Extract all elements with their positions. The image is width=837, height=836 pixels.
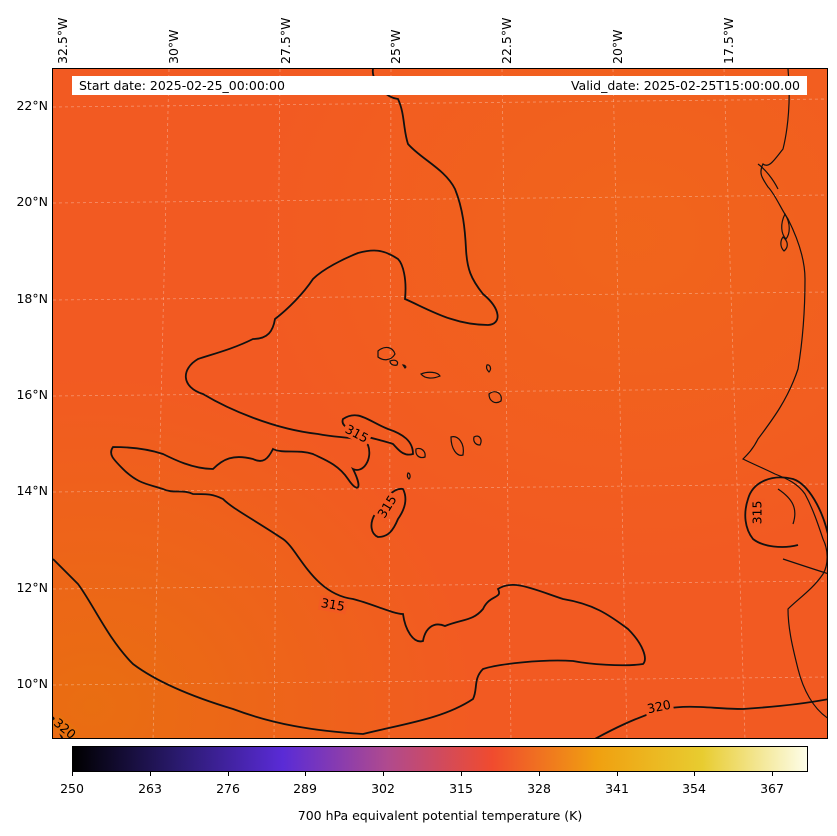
- lon-label-20w: 20°W: [610, 29, 625, 64]
- contour-315-east: [744, 476, 827, 548]
- field-warm-northeast: [53, 69, 827, 738]
- lat-label-18n: 18°N: [16, 291, 48, 306]
- colorbar-tick: [539, 772, 540, 776]
- colorbar-tick: [461, 772, 462, 776]
- coastline-africa-inlet-2: [781, 212, 790, 240]
- lat-label-14n: 14°N: [16, 483, 48, 498]
- colorbar-tick: [72, 772, 73, 776]
- lon-label-22-5w: 22.5°W: [499, 17, 514, 64]
- colorbar-tick: [772, 772, 773, 776]
- colorbar-label-354: 354: [682, 781, 706, 796]
- map-panel[interactable]: 315 315 315 315 320 320: [52, 68, 828, 739]
- island-sao-nicolau: [420, 371, 441, 379]
- lat-label-22n: 22°N: [16, 98, 48, 113]
- colorbar-label-328: 328: [527, 781, 551, 796]
- colorbar-label-341: 341: [605, 781, 629, 796]
- coastline-africa: [741, 69, 827, 719]
- lon-label-32-5w: 32.5°W: [55, 17, 70, 64]
- island-sal: [485, 364, 492, 373]
- colorbar-tick: [150, 772, 151, 776]
- lon-label-17-5w: 17.5°W: [721, 17, 736, 64]
- cape-verde-islands: [377, 346, 502, 480]
- colorbar-title: 700 hPa equivalent potential temperature…: [297, 808, 583, 823]
- info-bar: Start date: 2025-02-25_00:00:00 Valid_da…: [72, 76, 807, 95]
- map-canvas: [53, 69, 827, 738]
- grid-lon-20: [612, 69, 628, 738]
- grid-lon-30: [152, 69, 170, 738]
- island-santiago: [450, 436, 464, 456]
- colorbar-label-367: 367: [760, 781, 784, 796]
- island-santo-antao: [377, 346, 396, 361]
- coastline: [741, 69, 827, 719]
- coastline-africa-inlet-1: [757, 163, 779, 190]
- lat-label-10n: 10°N: [16, 676, 48, 691]
- island-maio: [473, 435, 482, 446]
- colorbar: [72, 746, 808, 772]
- grid-lon-25: [388, 69, 392, 738]
- colorbar-tick: [383, 772, 384, 776]
- lon-label-30w: 30°W: [166, 29, 181, 64]
- colorbar-label-276: 276: [216, 781, 240, 796]
- lon-label-25w: 25°W: [388, 29, 403, 64]
- lon-label-27-5w: 27.5°W: [278, 17, 293, 64]
- colorbar-tick: [694, 772, 695, 776]
- lat-label-16n: 16°N: [16, 387, 48, 402]
- grid-lon-22-5: [501, 69, 512, 738]
- island-sao-vicente: [389, 359, 399, 366]
- colorbar-label-289: 289: [293, 781, 317, 796]
- colorbar-label-315: 315: [449, 781, 473, 796]
- colorbar-label-263: 263: [138, 781, 162, 796]
- colorbar-label-302: 302: [371, 781, 395, 796]
- gridlines: [53, 69, 827, 738]
- island-boa-vista: [488, 391, 502, 404]
- contour-315-north-lobe: [53, 69, 646, 735]
- grid-lon-27-5: [273, 69, 281, 738]
- coastline-senegal-estuary: [777, 488, 796, 525]
- coastline-africa-inlet-3: [780, 236, 788, 252]
- valid-date-label: Valid_date: 2025-02-25T15:00:00.00: [570, 78, 800, 93]
- colorbar-tick: [305, 772, 306, 776]
- island-fogo: [415, 447, 426, 459]
- colorbar-tick: [228, 772, 229, 776]
- colorbar-tick: [617, 772, 618, 776]
- colorbar-label-250: 250: [60, 781, 84, 796]
- lat-label-12n: 12°N: [16, 580, 48, 595]
- contour-label-315-d: 315: [749, 498, 765, 527]
- lat-label-20n: 20°N: [16, 194, 48, 209]
- contour-320-south: [594, 698, 827, 738]
- coastline-guinea-coast: [782, 558, 827, 574]
- island-santa-luzia: [401, 364, 407, 369]
- island-brava: [406, 472, 411, 480]
- grid-lon-17-5: [723, 69, 746, 738]
- start-date-label: Start date: 2025-02-25_00:00:00: [79, 78, 285, 93]
